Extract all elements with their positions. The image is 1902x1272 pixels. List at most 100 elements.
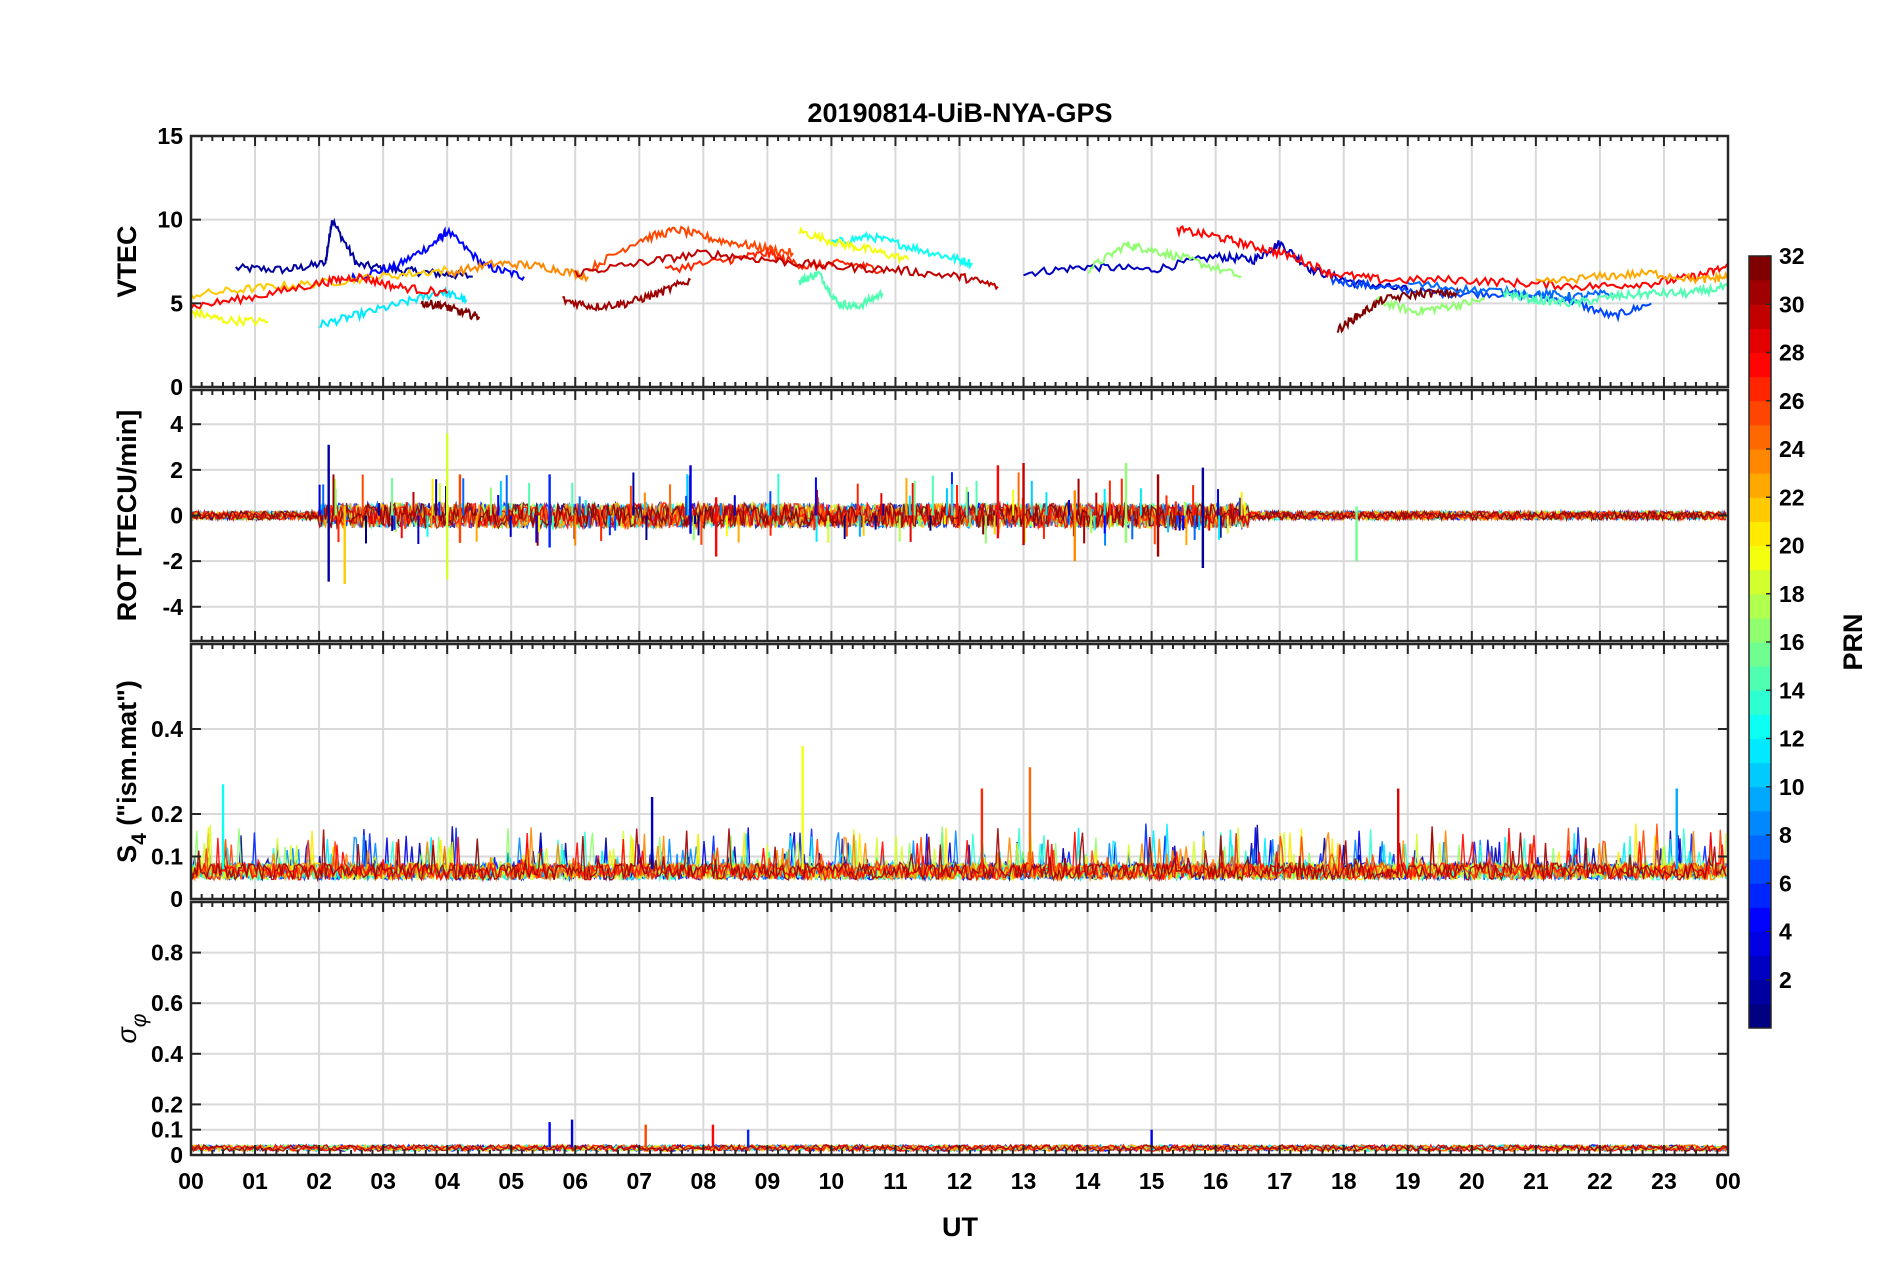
x-ticks [200,390,1719,641]
y-tick-label: 0.2 [151,1091,183,1117]
colorbar-block [1749,617,1771,643]
x-tick-label: 23 [1651,1168,1677,1194]
y-axis-label: VTEC [112,225,142,297]
y-tick-label: 0 [170,1142,183,1168]
vtec-series-prn-32 [1336,286,1460,334]
colorbar-block [1749,400,1771,426]
colorbar-block [1749,280,1771,305]
colorbar-tick-label: 18 [1779,581,1805,607]
vtec-series-prn-15 [798,270,884,311]
colorbar-block [1749,304,1771,329]
colorbar-block [1749,762,1771,788]
colorbar-block [1749,449,1771,474]
x-tick-label: 16 [1203,1168,1229,1194]
colorbar-block [1749,328,1771,353]
colorbar-tick-label: 26 [1779,388,1805,414]
y-ticks: -4 -2 0 2 4 [163,411,1728,620]
x-ticks [200,644,1719,899]
colorbar-block [1749,979,1771,1005]
data-layer [191,217,1728,334]
colorbar-block [1749,424,1771,450]
colorbar-tick-label: 32 [1779,243,1805,269]
y-tick-label: 2 [170,457,183,483]
colorbar-block [1749,883,1771,908]
colorbar-block [1749,835,1771,860]
vtec-series-prn-15 [1502,280,1728,309]
vtec-series-prn-12 [318,285,468,328]
x-tick-label: 11 [883,1168,908,1194]
x-tick-label: 17 [1267,1168,1293,1194]
y-tick-label: 4 [170,411,183,437]
colorbar-tick-label: 16 [1779,629,1805,655]
y-tick-label: -4 [163,594,184,620]
colorbar-label: PRN [1838,613,1868,670]
colorbar-block [1749,473,1771,498]
y-tick-label: 10 [157,207,183,233]
colorbar-block [1749,521,1771,546]
y-tick-label: 0 [170,886,183,912]
vtec-series-prn-8 [1407,280,1614,302]
x-tick-labels: 00 01 02 03 04 05 06 07 08 09 10 11 12 13 14 15 16 17 18 19… [178,1168,1741,1194]
y-axis-label-rest: ("ism.mat") [112,680,142,833]
colorbar-block [1749,907,1771,932]
vtec-series-prn-23 [1535,267,1728,285]
y-tick-label: 0.6 [151,990,183,1016]
y-tick-label: 0 [170,503,183,529]
colorbar-block [1749,955,1771,981]
vtec-series-prn-28 [1176,224,1728,291]
colorbar-tick-label: 30 [1779,291,1805,317]
y-axis-label-main: S [112,845,142,863]
x-tick-label: 00 [1715,1168,1741,1194]
y-tick-label: 0.8 [151,940,183,966]
x-tick-label: 14 [1075,1168,1101,1194]
colorbar-block [1749,376,1771,402]
x-tick-label: 10 [819,1168,845,1194]
panel-vtec: 0 5 10 15 VTEC [112,123,1730,400]
vtec-series-prn-32 [420,299,481,321]
x-tick-label: 01 [242,1168,268,1194]
colorbar-tick-label: 2 [1779,967,1792,993]
colorbar-tick-label: 6 [1779,870,1792,896]
colorbar-block [1749,738,1771,764]
colorbar-block [1749,931,1771,957]
panel-rot: -4 -2 0 2 4 ROT [TECU/min] [112,388,1730,643]
x-tick-label: 19 [1395,1168,1421,1194]
x-tick-label: 22 [1587,1168,1613,1194]
vtec-series-prn-24 [446,259,589,283]
colorbar-block [1749,666,1771,691]
colorbar-block [1749,714,1771,739]
colorbar-block [1749,859,1771,884]
x-tick-label: 08 [691,1168,717,1194]
x-tick-label: 06 [562,1168,588,1194]
colorbar-tick-label: 10 [1779,774,1805,800]
colorbar-tick-label: 12 [1779,726,1805,752]
x-tick-label: 20 [1459,1168,1485,1194]
y-tick-label: 5 [170,290,183,316]
x-tick-label: 21 [1523,1168,1549,1194]
s4-noise-prn-31 [191,826,1727,883]
x-tick-label: 07 [626,1168,652,1194]
y-ticks: 0 5 10 15 [157,123,1728,400]
x-tick-label: 15 [1139,1168,1165,1194]
colorbar-tick-label: 28 [1779,340,1805,366]
colorbar-tick-label: 14 [1779,677,1805,703]
colorbar-block [1749,690,1771,715]
colorbar-block [1749,786,1771,812]
y-ticks: 00.10.2 0.4 0.6 0.8 [151,940,1728,1168]
x-tick-label: 12 [947,1168,973,1194]
data-layer [191,746,1727,883]
y-axis-label: S4 ("ism.mat") [112,680,151,863]
x-tick-label: 13 [1011,1168,1037,1194]
colorbar-tick-label: 20 [1779,533,1805,559]
vtec-series-prn-28 [191,272,449,310]
vtec-series-prn-13 [830,230,974,270]
y-tick-label: 0.1 [151,1117,183,1143]
x-ticks [200,136,1719,387]
colorbar-tick-label: 8 [1779,822,1792,848]
x-axis-label: UT [942,1212,978,1242]
x-tick-label: 05 [498,1168,524,1194]
colorbar-tick-label: 4 [1779,919,1792,945]
